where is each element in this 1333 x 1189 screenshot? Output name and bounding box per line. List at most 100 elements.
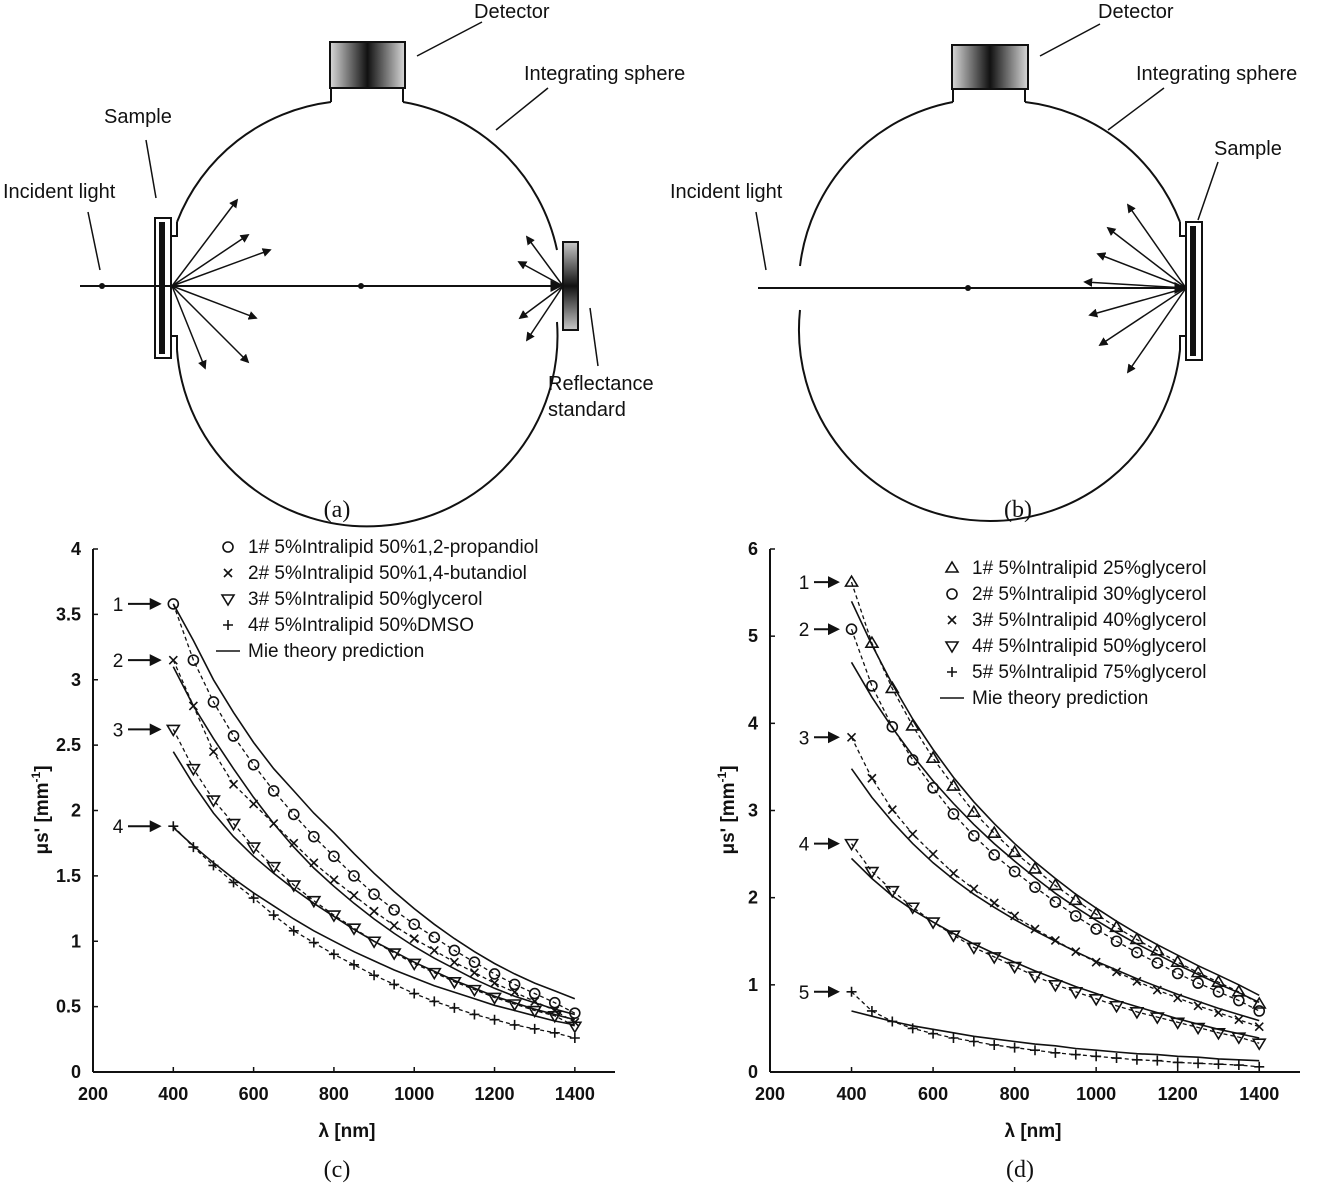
legend-marker: [223, 620, 233, 630]
label-sample-a: Sample: [104, 106, 172, 128]
mie-line-1: [172, 603, 576, 1000]
label-detector-b: Detector: [1098, 1, 1174, 23]
data-point: [866, 680, 878, 692]
series-5: 5: [799, 983, 1265, 1072]
data-point: [306, 895, 322, 909]
data-point: [1231, 1032, 1247, 1045]
data-point: [844, 838, 859, 852]
data-point: [1152, 985, 1162, 995]
measured-line-4: [172, 825, 575, 1039]
series-1: 1: [113, 595, 581, 1019]
data-point: [1149, 1012, 1165, 1025]
legend-label: 1# 5%Intralipid 50%1,2-propandiol: [248, 537, 538, 558]
data-point: [508, 978, 521, 991]
detector-a: [329, 41, 406, 89]
data-point: [1152, 1055, 1163, 1066]
y-tick-label: 0.5: [56, 997, 81, 1017]
series-arrow-label: 4: [113, 817, 124, 838]
data-point: [1172, 1057, 1183, 1068]
data-point: [467, 984, 482, 998]
data-point: [328, 850, 340, 863]
x-tick-label: 400: [837, 1084, 867, 1104]
data-point: [1111, 967, 1122, 977]
data-point: [487, 992, 502, 1006]
data-point: [246, 842, 262, 855]
data-point: [989, 1039, 1000, 1050]
chart-d-ylabel: μs' [mm-1]: [715, 765, 739, 854]
data-point: [1070, 1049, 1081, 1060]
data-point: [905, 718, 921, 731]
data-point: [386, 948, 402, 961]
data-point: [907, 1023, 918, 1034]
label-detector-a: Detector: [474, 1, 550, 23]
data-point: [266, 861, 282, 875]
x-tick-label: 200: [78, 1084, 108, 1104]
chart-c-plot-area: 1 2 3 4: [113, 595, 583, 1044]
data-point: [510, 987, 520, 997]
data-point: [208, 747, 219, 757]
leader-lines-b: [755, 23, 1219, 271]
data-point: [289, 838, 299, 848]
data-point: [1190, 1022, 1206, 1036]
chart-c-tick-labels: 200 400 600 800 1000 1200 1400 0 0.5 1 1.5 2 2.5 3 3.5…: [56, 539, 595, 1104]
data-point: [1030, 924, 1040, 934]
measured-line-1: [172, 603, 576, 1014]
data-point: [469, 968, 480, 978]
data-point: [206, 795, 221, 808]
data-point: [549, 1027, 560, 1038]
data-point: [1049, 896, 1062, 908]
legend-marker: [947, 615, 957, 625]
reflectance-standard-a: [562, 241, 579, 331]
detector-port-a: [330, 88, 404, 102]
data-point: [1009, 1042, 1020, 1053]
data-point: [1111, 1053, 1122, 1064]
sample-b: [1190, 226, 1196, 356]
series-arrow-label: 5: [799, 983, 810, 1004]
data-point: [925, 750, 941, 763]
data-point: [1170, 1017, 1186, 1030]
legend-label: Mie theory prediction: [972, 688, 1148, 709]
data-point: [887, 805, 897, 815]
mie-line-5: [851, 1010, 1260, 1062]
data-point: [1047, 980, 1063, 993]
data-point: [548, 996, 561, 1009]
data-point: [947, 808, 960, 820]
data-point: [247, 758, 260, 771]
data-point: [388, 904, 400, 916]
data-point: [845, 623, 858, 635]
data-point: [168, 821, 179, 832]
data-point: [429, 996, 440, 1007]
data-point: [1193, 1001, 1203, 1011]
series-1: 1: [799, 573, 1267, 1009]
data-point: [208, 860, 219, 871]
data-point: [328, 949, 339, 960]
beam-dot-b: [965, 285, 971, 291]
data-point: [308, 937, 319, 948]
series-3: 3: [799, 728, 1264, 1032]
data-point: [1213, 1059, 1224, 1070]
data-point: [1192, 977, 1204, 989]
legend-marker: [947, 667, 957, 677]
y-tick-label: 4: [71, 539, 81, 559]
data-point: [267, 785, 280, 797]
data-point: [530, 996, 540, 1006]
legend-label: 3# 5%Intralipid 50%glycerol: [248, 589, 482, 610]
data-point: [928, 1028, 939, 1039]
legend-label: 4# 5%Intralipid 50%DMSO: [248, 615, 474, 636]
legend-marker: [946, 588, 958, 600]
y-tick-label: 2: [71, 801, 81, 821]
data-point: [1212, 986, 1225, 998]
data-point: [269, 819, 279, 829]
data-point: [167, 598, 180, 610]
x-tick-label: 1400: [1239, 1084, 1279, 1104]
data-point: [309, 858, 319, 868]
y-tick-label: 2: [748, 888, 758, 908]
data-point: [1151, 957, 1164, 969]
series-4: 4: [113, 817, 580, 1044]
data-point: [948, 868, 959, 878]
data-point: [1171, 967, 1184, 980]
diagram-a: Detector Integrating sphere Sample Incid…: [3, 1, 685, 528]
mie-line-4: [850, 857, 1260, 1039]
series-arrow-label: 3: [799, 728, 810, 749]
